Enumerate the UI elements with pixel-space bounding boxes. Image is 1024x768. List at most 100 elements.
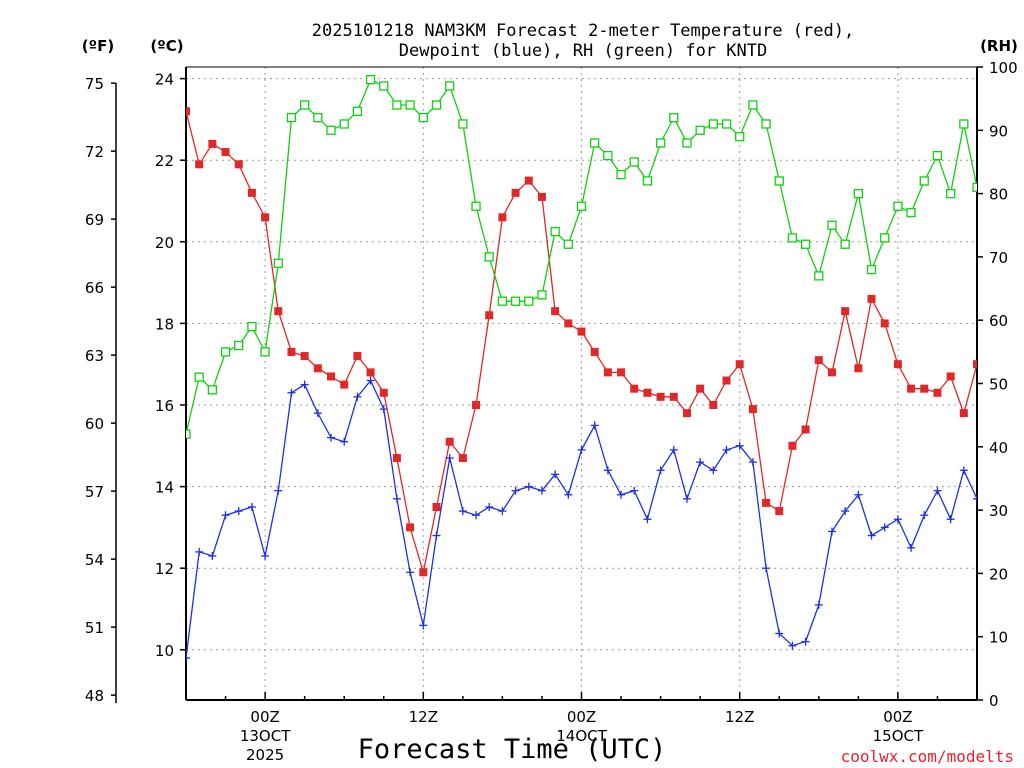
rh-point [893, 201, 903, 211]
temperature-point [669, 392, 678, 401]
rh-point [932, 150, 943, 161]
dewpoint-point [287, 388, 296, 397]
fahrenheit-unit-label: (ºF) [82, 37, 114, 55]
dewpoint-point [432, 531, 441, 540]
celsius-tick-label: 10 [155, 642, 174, 660]
temperature-point [590, 347, 599, 356]
dewpoint-point [195, 547, 204, 556]
temperature-point [617, 368, 626, 377]
rh-point [299, 100, 310, 110]
rh-point [761, 119, 771, 129]
fahrenheit-tick-label: 54 [85, 551, 104, 569]
temperature-point [537, 192, 546, 201]
temperature-point [498, 213, 507, 222]
rh-tick-label: 50 [989, 376, 1008, 394]
temperature-point [379, 388, 388, 397]
fahrenheit-axis: 75 72 69 66 63 60 57 54 51 48 [85, 75, 117, 705]
temperature-point [366, 368, 375, 377]
dewpoint-point [551, 470, 560, 479]
celsius-tick-label: 16 [155, 397, 174, 415]
rh-point [814, 271, 824, 281]
temperature-point [458, 454, 467, 463]
fahrenheit-tick-label: 75 [85, 75, 104, 93]
rh-point [972, 182, 977, 192]
rh-point [352, 106, 363, 116]
rh-point [576, 201, 587, 211]
dewpoint-point [208, 551, 217, 560]
temperature-point [234, 160, 243, 169]
dewpoint-point [234, 507, 243, 516]
dewpoint-point [537, 486, 546, 495]
rh-point [392, 100, 402, 110]
dewpoint-point [669, 445, 678, 454]
rh-tick-label: 80 [989, 186, 1008, 204]
fahrenheit-tick-label: 63 [85, 347, 104, 365]
rh-tick-label: 90 [989, 122, 1008, 140]
temperature-point [735, 360, 744, 369]
rh-point [800, 239, 811, 249]
rh-point [405, 100, 415, 110]
dewpoint-point [735, 441, 744, 450]
temperature-point [603, 368, 612, 377]
time-tick-hour: 12Z [725, 708, 754, 726]
rh-point [642, 176, 653, 186]
temperature-point [472, 401, 481, 409]
chart-title-line-1: 2025101218 NAM3KM Forecast 2-meter Tempe… [312, 21, 854, 41]
rh-point [234, 340, 244, 351]
dewpoint-point [590, 421, 599, 430]
rh-point [313, 112, 323, 123]
dewpoint-point [274, 486, 283, 495]
dewpoint-point [946, 515, 955, 524]
series-relative-humidity [186, 75, 977, 439]
rh-point [445, 81, 455, 91]
dewpoint-point [445, 454, 454, 463]
dewpoint-point [577, 445, 586, 454]
data-series [186, 75, 977, 662]
rh-point [365, 75, 376, 85]
dewpoint-point [247, 503, 256, 511]
dewpoint-point [854, 490, 863, 499]
rh-tick-label: 0 [989, 692, 999, 710]
temperature-point [485, 311, 494, 320]
rh-tick-label: 20 [989, 565, 1008, 583]
temperature-point [313, 364, 322, 373]
dewpoint-point [920, 511, 929, 520]
temperature-point [722, 376, 731, 385]
rh-tick-label: 60 [989, 312, 1008, 330]
dewpoint-point [696, 458, 705, 467]
temperature-point [186, 107, 190, 116]
temperature-point [788, 441, 797, 450]
dewpoint-point [907, 543, 916, 552]
dewpoint-point [959, 466, 968, 475]
celsius-tick-label: 18 [155, 315, 174, 333]
rh-point [537, 290, 547, 300]
chart-title-line-2: Dewpoint (blue), RH (green) for KNTD [399, 41, 767, 61]
rh-point [735, 131, 745, 142]
celsius-tick-label: 12 [155, 560, 174, 578]
dewpoint-point [353, 392, 362, 401]
celsius-axis: 24 22 20 18 16 14 12 10 [155, 71, 186, 660]
celsius-tick-label: 14 [155, 479, 174, 497]
rh-point [418, 112, 428, 123]
dewpoint-point [366, 376, 375, 385]
dewpoint-point [788, 641, 797, 650]
temperature-point [577, 327, 586, 336]
dewpoint-point [630, 486, 639, 495]
dewpoint-point [814, 600, 823, 609]
rh-point [550, 226, 560, 237]
rh-point [853, 188, 863, 199]
dewpoint-point [603, 466, 612, 475]
temperature-point [775, 507, 784, 516]
dewpoint-point [617, 490, 626, 499]
temperature-point [973, 360, 977, 369]
temperature-point [814, 356, 823, 365]
dewpoint-point [564, 490, 573, 499]
temperature-point [630, 384, 639, 393]
temperature-point [208, 139, 217, 148]
dewpoint-point [748, 458, 757, 467]
dewpoint-point [313, 409, 322, 418]
rh-point [207, 385, 218, 395]
rh-tick-label: 40 [989, 439, 1008, 457]
rh-point [655, 138, 666, 148]
temperature-point [656, 392, 665, 401]
